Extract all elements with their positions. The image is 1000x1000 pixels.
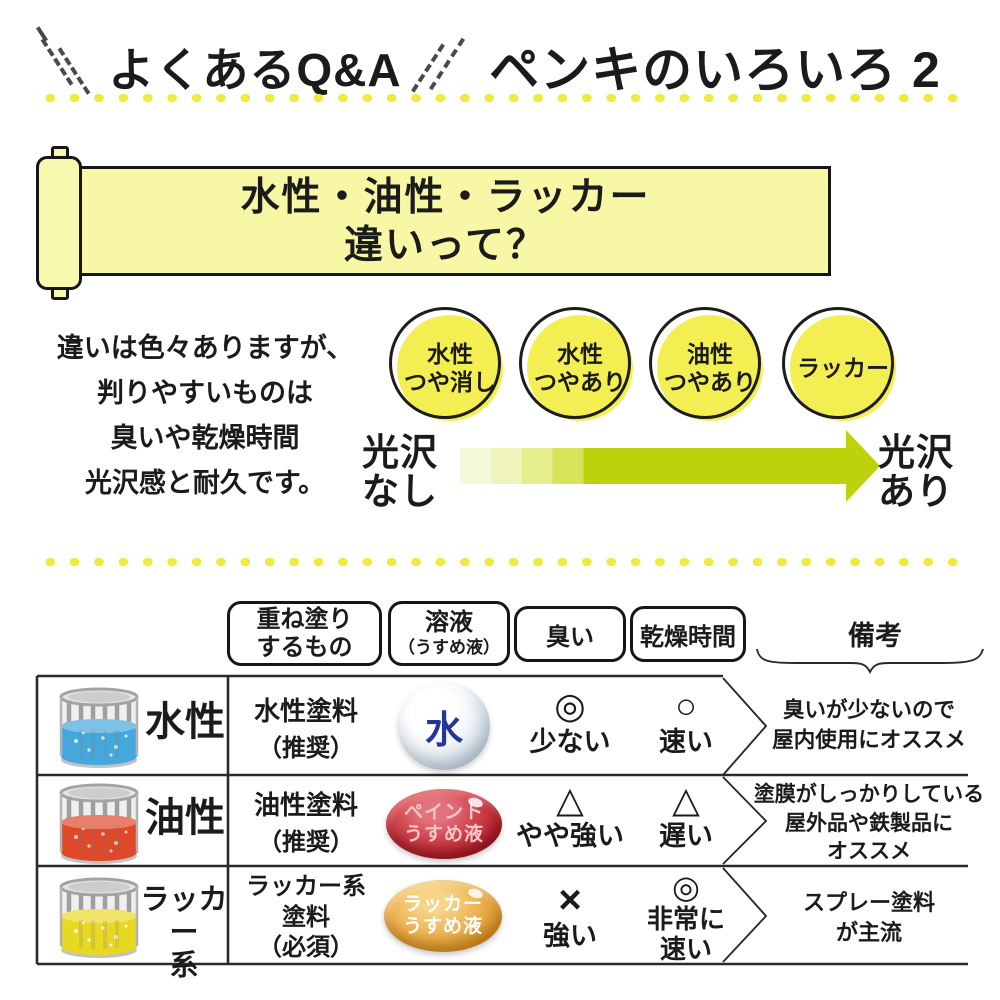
lacquer-thinner-blob: ラッカー うすめ液 xyxy=(384,880,502,952)
gloss-arrow-head xyxy=(846,430,880,502)
intro-line: 光沢感と耐久です。 xyxy=(84,468,326,498)
paint-can-water-icon xyxy=(56,686,142,770)
question-banner: 水性・油性・ラッカー 違いって？ xyxy=(60,166,831,276)
gloss-circle-lacquer: ラッカー xyxy=(782,307,896,421)
page-title-qa: よくあるQ&A xyxy=(108,44,402,96)
intro-line: 臭いや乾燥時間 xyxy=(110,423,300,453)
row-water-smell: ◎ 少ない xyxy=(512,686,628,759)
header-dry-time: 乾燥時間 xyxy=(630,606,746,662)
scroll-roll xyxy=(36,156,82,290)
intro-text: 違いは色々ありますが、 判りやすいものは 臭いや乾燥時間 光沢感と耐久です。 xyxy=(35,326,375,506)
dotted-divider-top xyxy=(38,92,963,104)
row-oil-dry: △ 遅い xyxy=(628,780,744,853)
smell-rating-symbol: △ xyxy=(556,779,584,820)
row-lacquer-recoat: ラッカー系 塗料 （必須） xyxy=(246,873,366,961)
gloss-arrow-body xyxy=(460,448,846,484)
header-smell: 臭い xyxy=(514,606,626,662)
gloss-full-label: 光沢 あり xyxy=(878,432,954,512)
row-water-dry: ○ 速い xyxy=(628,686,744,759)
dry-rating-symbol: ◎ xyxy=(672,869,700,905)
smell-rating-symbol: × xyxy=(558,878,582,922)
row-water-name: 水性 xyxy=(145,700,225,744)
dry-rating-symbol: ○ xyxy=(675,685,697,726)
row-water-remark: 臭いが少ないので 屋内使用にオススメ xyxy=(772,698,966,752)
water-droplet-icon: 水 xyxy=(398,682,490,770)
row-oil-recoat: 油性塗料 （推奨） xyxy=(253,790,358,856)
banner-line-1: 水性・油性・ラッカー xyxy=(240,176,651,219)
row-lacquer-remark: スプレー塗料 が主流 xyxy=(802,890,935,945)
gloss-circle-oil-gloss: 油性 つやあり xyxy=(649,307,763,421)
row-lacquer-name: ラッカー 系 xyxy=(140,884,228,982)
row-lacquer-dry: ◎ 非常に 速い xyxy=(628,870,744,964)
dry-rating-symbol: △ xyxy=(672,779,700,820)
row-oil-remark: 塗膜がしっかりしている 屋外品や鉄製品に オススメ xyxy=(753,783,985,863)
gloss-circle-water-gloss: 水性 つやあり xyxy=(519,307,633,421)
paint-can-oil-icon xyxy=(56,782,142,866)
header-solvent: 溶液 （うすめ液） xyxy=(388,601,510,666)
intro-line: 違いは色々ありますが、 xyxy=(56,333,354,363)
header-recoat: 重ね塗り するもの xyxy=(227,601,382,666)
intro-line: 判りやすいものは xyxy=(97,378,313,408)
banner-line-2: 違いって？ xyxy=(343,224,548,267)
paint-thinner-blob: ペイント うすめ液 xyxy=(386,789,502,859)
smell-rating-symbol: ◎ xyxy=(554,685,586,726)
header-remark: 備考 xyxy=(848,621,902,651)
row-oil-smell: △ やや強い xyxy=(505,780,635,853)
gloss-none-label: 光沢 なし xyxy=(362,432,438,512)
row-water-recoat: 水性塗料 （推奨） xyxy=(253,696,358,762)
dotted-divider-middle xyxy=(38,556,963,568)
row-oil-name: 油性 xyxy=(145,796,225,840)
row-lacquer-smell: × 強い xyxy=(512,880,628,953)
gloss-circle-water-matte: 水性 つや消し xyxy=(389,307,503,421)
paint-can-lacquer-icon xyxy=(56,876,142,960)
page-title-main: ペンキのいろいろ 2 xyxy=(489,42,941,98)
